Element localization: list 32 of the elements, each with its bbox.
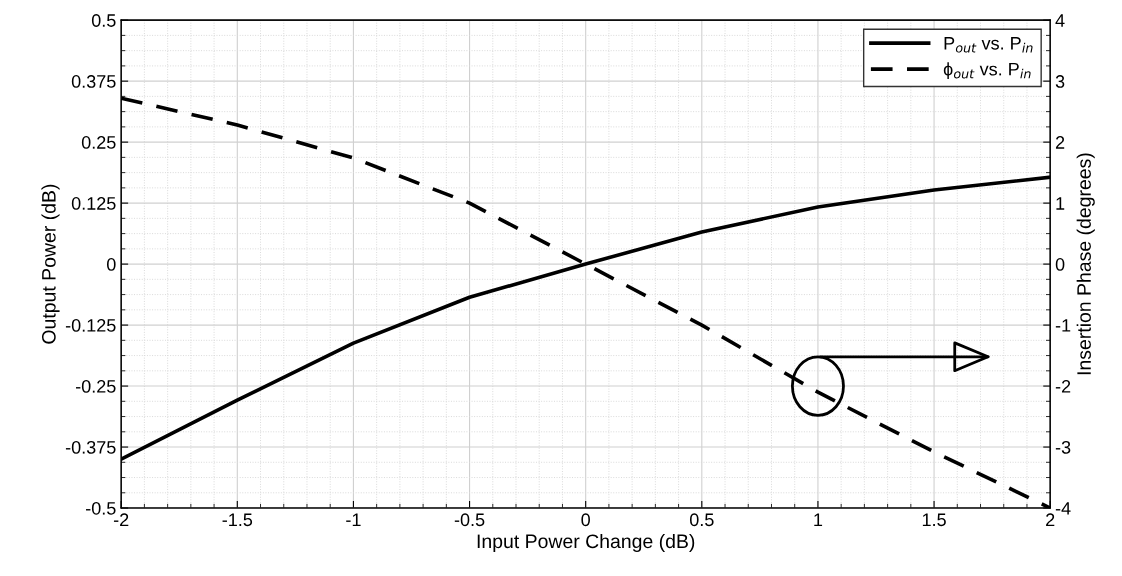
x-tick-label: 0.5 [689, 513, 714, 527]
y-tick-label: -0.25 [75, 380, 116, 393]
y2-tick-label: -2 [1055, 380, 1071, 393]
y-tick-label: 0.375 [71, 75, 116, 88]
y-tick-label: -0.375 [65, 440, 116, 454]
x-tick-label: -0.5 [454, 513, 485, 527]
x-axis-title: Input Power Change (dB) [477, 533, 695, 553]
x-tick-label: 1 [814, 513, 823, 526]
x-tick-label: -2 [113, 513, 129, 526]
y2-tick-label: -1 [1055, 319, 1071, 332]
legend-label: P$_{out}$ vs. P$_{in}$ [944, 37, 1033, 53]
y-tick-label: 0.5 [91, 14, 116, 27]
y-tick-label: 0.125 [71, 197, 116, 210]
y2-tick-label: 1 [1056, 197, 1065, 210]
x-tick-label: 2 [1046, 513, 1055, 526]
y2-tick-label: 2 [1055, 136, 1065, 149]
y2-tick-label: -3 [1055, 440, 1071, 454]
y-tick-label: -0.125 [65, 319, 116, 332]
y-axis-title: Output Power (dB) [41, 184, 60, 344]
legend-label: ϕ$_{out}$ vs. P$_{in}$ [943, 62, 1031, 80]
y-tick-label: 0 [106, 258, 116, 271]
x-tick-label: -1.5 [222, 513, 253, 527]
x-tick-label: 1.5 [922, 513, 946, 527]
y2-tick-label: 3 [1055, 75, 1065, 88]
x-tick-label: -1 [346, 513, 361, 526]
y-tick-label: -0.5 [86, 501, 116, 515]
y2-tick-label: -4 [1055, 502, 1071, 515]
y2-tick-label: 4 [1055, 14, 1065, 27]
y2-tick-label: 0 [1055, 258, 1065, 271]
y-tick-label: 0.25 [81, 136, 116, 149]
x-tick-label: 0 [581, 513, 590, 527]
y2-axis-title: Insertion Phase (degrees) [1076, 153, 1095, 375]
